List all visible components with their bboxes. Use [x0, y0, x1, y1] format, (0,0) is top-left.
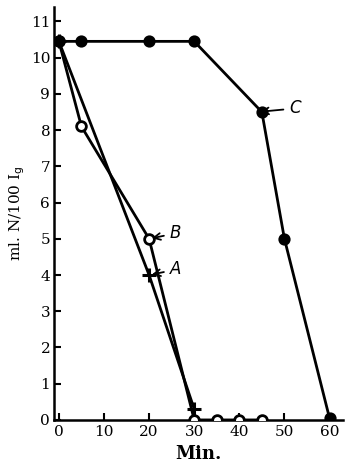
X-axis label: Min.: Min. [176, 445, 222, 463]
Y-axis label: ml. N/100 I$_\mathrm{g}$: ml. N/100 I$_\mathrm{g}$ [7, 166, 27, 261]
Text: $\mathit{B}$: $\mathit{B}$ [154, 225, 182, 242]
Text: $\mathit{A}$: $\mathit{A}$ [154, 261, 182, 278]
Text: $\mathit{C}$: $\mathit{C}$ [262, 100, 302, 117]
